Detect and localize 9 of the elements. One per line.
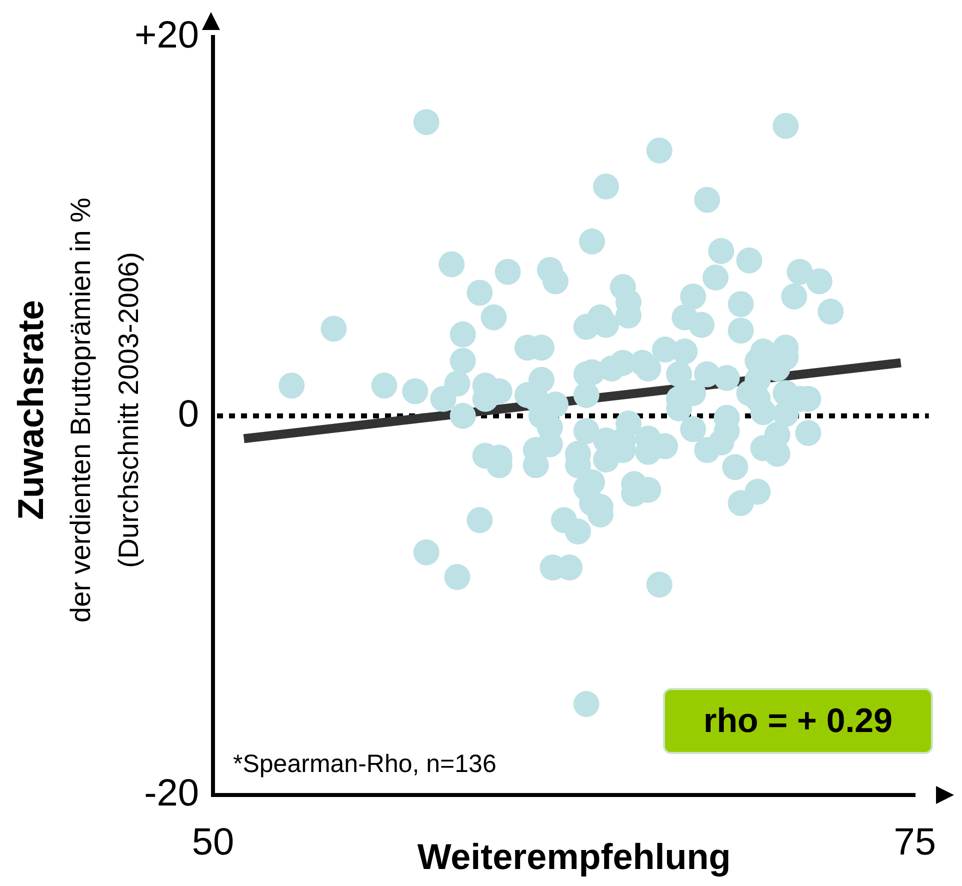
annotation: rho = + 0.29 (663, 688, 933, 754)
y-tick-label: -20 (144, 772, 199, 814)
y-axis-title: Zuwachsrate der verdienten Bruttoprämien in % (Durchschnitt 2003-2006) (9, 196, 145, 624)
annotation: *Spearman-Rho, n=136 (233, 750, 496, 779)
x-axis-title: Weiterempfehlung (417, 836, 731, 877)
x-tick-label: 75 (894, 821, 936, 864)
x-tick-label: 50 (192, 821, 234, 864)
y-tick-label: +20 (134, 14, 199, 56)
y-tick-label: 0 (178, 393, 199, 436)
